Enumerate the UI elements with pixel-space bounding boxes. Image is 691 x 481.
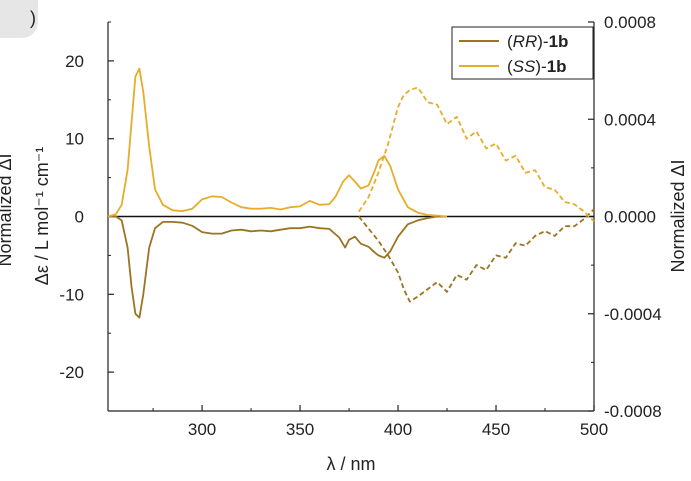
series-layer xyxy=(107,67,595,319)
y2-tick-label: 0.0004 xyxy=(604,110,656,129)
x-tick-label: 400 xyxy=(384,420,412,439)
y2-axis-title: Normalized ΔI xyxy=(668,159,688,272)
series-line-3 xyxy=(358,86,595,223)
y-axis-title: Δε / L mol⁻¹ cm⁻¹ xyxy=(32,147,52,285)
legend-label-rr: (RR)-1b xyxy=(507,32,568,51)
y-tick-label: -20 xyxy=(59,363,84,382)
x-ticks: 300 350 400 450 500 xyxy=(152,405,608,439)
legend-box xyxy=(451,26,594,80)
panel-label-tab xyxy=(0,0,38,38)
x-tick-label: 450 xyxy=(482,420,510,439)
x-tick-label: 300 xyxy=(188,420,216,439)
series-line-1 xyxy=(107,67,448,218)
series-line-0 xyxy=(108,215,438,319)
panel-label: ) xyxy=(30,8,36,28)
legend-label-ss: (SS)-1b xyxy=(507,57,567,76)
y-tick-label: 10 xyxy=(65,130,84,149)
y2-tick-label: -0.0004 xyxy=(604,305,662,324)
left-cut-axis-title: Normalized ΔI xyxy=(0,153,15,266)
x-tick-label: 500 xyxy=(580,420,608,439)
legend: (RR)-1b (SS)-1b xyxy=(451,26,594,80)
y2-tick-label: 0.0008 xyxy=(604,13,656,32)
x-tick-label: 350 xyxy=(286,420,314,439)
y-tick-label: -10 xyxy=(59,285,84,304)
y-tick-label: 20 xyxy=(65,52,84,71)
y-ticks-right: -0.0008 -0.0004 0.0000 0.0004 0.0008 xyxy=(588,13,662,421)
y2-tick-label: -0.0008 xyxy=(604,402,662,421)
y2-tick-label: 0.0000 xyxy=(604,208,656,227)
y-ticks-left: -20 -10 0 10 20 xyxy=(59,21,114,412)
x-axis-title: λ / nm xyxy=(326,454,375,474)
y-tick-label: 0 xyxy=(75,208,84,227)
series-line-2 xyxy=(358,208,595,303)
